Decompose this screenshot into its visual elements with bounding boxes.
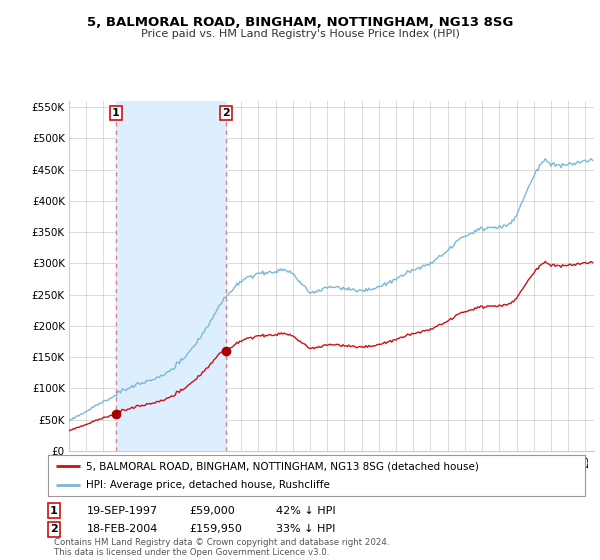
Text: 1: 1 xyxy=(112,108,119,118)
Text: Contains HM Land Registry data © Crown copyright and database right 2024.
This d: Contains HM Land Registry data © Crown c… xyxy=(54,538,389,557)
Text: 1: 1 xyxy=(50,506,58,516)
Text: Price paid vs. HM Land Registry's House Price Index (HPI): Price paid vs. HM Land Registry's House … xyxy=(140,29,460,39)
Bar xyxy=(116,101,226,451)
Text: 42% ↓ HPI: 42% ↓ HPI xyxy=(276,506,335,516)
Text: 18-FEB-2004: 18-FEB-2004 xyxy=(87,524,158,534)
Text: 5, BALMORAL ROAD, BINGHAM, NOTTINGHAM, NG13 8SG: 5, BALMORAL ROAD, BINGHAM, NOTTINGHAM, N… xyxy=(87,16,513,29)
Text: £59,000: £59,000 xyxy=(189,506,235,516)
Text: £159,950: £159,950 xyxy=(189,524,242,534)
Text: 2: 2 xyxy=(50,524,58,534)
Text: 5, BALMORAL ROAD, BINGHAM, NOTTINGHAM, NG13 8SG (detached house): 5, BALMORAL ROAD, BINGHAM, NOTTINGHAM, N… xyxy=(86,461,478,471)
Text: 33% ↓ HPI: 33% ↓ HPI xyxy=(276,524,335,534)
Text: 19-SEP-1997: 19-SEP-1997 xyxy=(87,506,158,516)
Text: 2: 2 xyxy=(222,108,230,118)
Text: HPI: Average price, detached house, Rushcliffe: HPI: Average price, detached house, Rush… xyxy=(86,480,329,489)
